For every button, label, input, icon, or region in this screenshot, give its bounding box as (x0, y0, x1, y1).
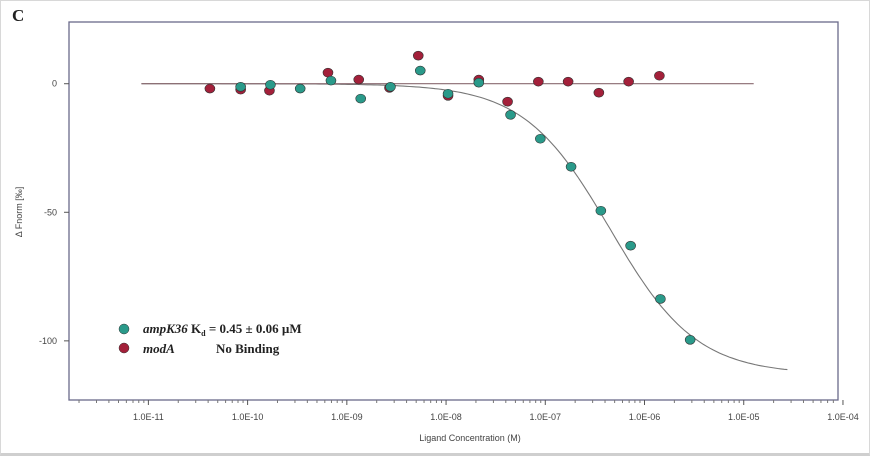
x-tick-label: 1.0E-08 (430, 412, 462, 422)
legend-note-modA: No Binding (216, 341, 280, 356)
ampK36-point (625, 240, 636, 251)
legend-label-modA: modA (143, 341, 175, 356)
modA-point (353, 74, 365, 85)
modA-point (533, 76, 544, 87)
modA-point (322, 67, 334, 78)
legend-label-ampK36: ampK36 Kd = 0.45 ± 0.06 µM (143, 321, 302, 338)
ampK36-point (385, 82, 396, 92)
modA-point (562, 76, 574, 87)
ampK36-point (655, 294, 666, 304)
x-tick-label: 1.0E-09 (331, 412, 363, 422)
y-tick-label: -50 (44, 207, 57, 217)
ampK36-point (235, 82, 246, 92)
modA-point (593, 87, 605, 98)
x-axis-label: Ligand Concentration (M) (419, 433, 521, 443)
ampK36-point (325, 75, 337, 86)
ampK36-point (684, 335, 696, 345)
x-tick-label: 1.0E-05 (728, 412, 760, 422)
legend: ampK36 Kd = 0.45 ± 0.06 µM modA No Binding (118, 321, 302, 356)
y-tick-label: 0 (52, 79, 57, 89)
ampK36-point (294, 83, 306, 94)
modA-point (502, 96, 513, 107)
legend-marker-modA (118, 342, 130, 354)
x-tick-label: 1.0E-07 (530, 412, 562, 422)
legend-marker-ampK36 (118, 323, 130, 335)
ampK36-point (535, 133, 546, 144)
ampK36-point (565, 161, 577, 172)
ampK36-point (442, 88, 454, 99)
ampK36-point (414, 65, 426, 76)
plot-border (68, 21, 839, 401)
ampK36-point (473, 77, 485, 88)
ampK36-point (355, 93, 367, 104)
modA-point (654, 70, 665, 81)
modA-point (204, 83, 216, 94)
x-tick-label: 1.0E-06 (629, 412, 661, 422)
data-points (204, 50, 696, 345)
x-tick-label: 1.0E-11 (133, 412, 164, 422)
y-axis-label: Δ Fnorm [‰] (14, 187, 24, 238)
x-tick-label: 1.0E-04 (827, 412, 859, 422)
axes: 1.0E-11 1.0E-10 1.0E-09 1.0E-08 1.0E-07 1.0E-… (39, 21, 859, 422)
ampK36-point (505, 110, 516, 120)
y-tick-label: -100 (39, 336, 57, 346)
modA-point (623, 76, 634, 87)
ampK36-point (265, 79, 276, 90)
modA-point (412, 50, 424, 61)
panel-label: C (12, 6, 25, 25)
x-tick-label: 1.0E-10 (232, 412, 264, 422)
ampK36-point (595, 205, 607, 216)
